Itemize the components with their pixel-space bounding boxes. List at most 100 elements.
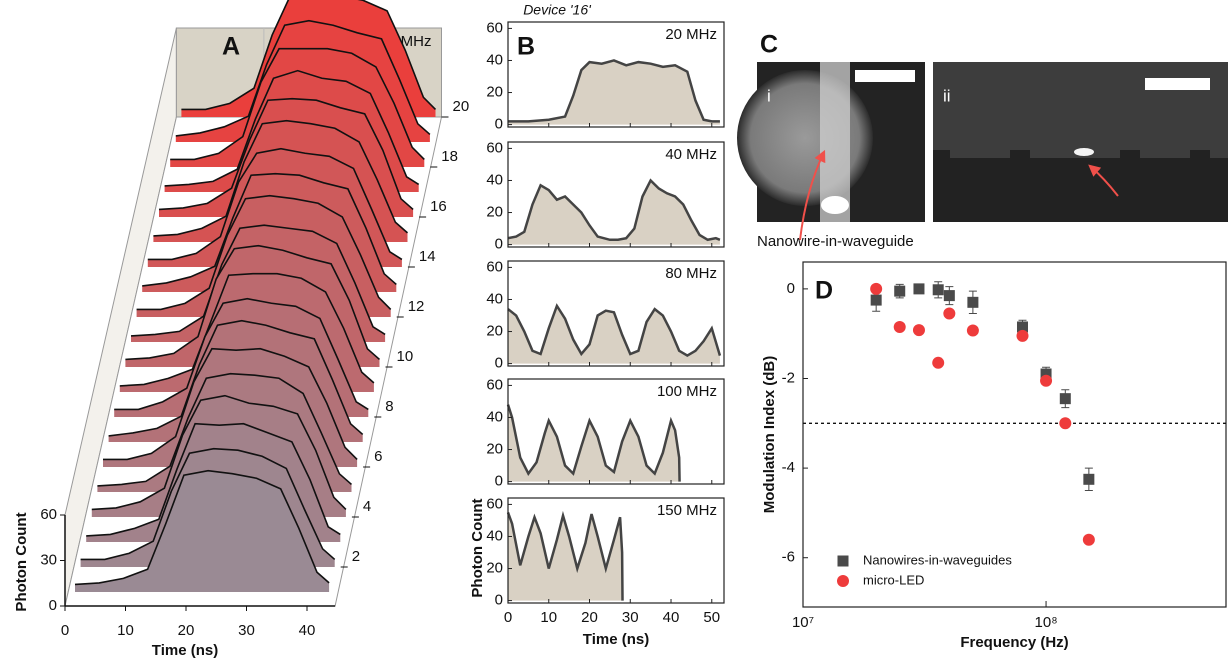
y-tick-label: -6 (782, 549, 795, 566)
trace-line (130, 224, 386, 337)
annotation: 80 MHz (665, 265, 717, 282)
x-tick-label: 10⁸ (1035, 614, 1058, 631)
trace-line (158, 97, 414, 211)
line (506, 404, 681, 482)
glow (737, 70, 873, 206)
annotation: 100 MHz (657, 383, 717, 400)
marker (943, 290, 955, 302)
y-tick-label: 60 (486, 376, 503, 393)
x-tick-label: 0 (61, 622, 69, 639)
z-tick-label: 20 (453, 98, 470, 115)
marker (967, 296, 979, 308)
x-tick-label: 20 (178, 622, 195, 639)
trace-line (74, 469, 330, 586)
scale-bar (1145, 78, 1210, 90)
x-axis-label: Time (ns) (583, 631, 649, 648)
y-tick-label: 60 (486, 258, 503, 275)
trace-line (170, 47, 425, 161)
y-tick-label: 60 (40, 506, 57, 523)
y-tick-label: 20 (486, 204, 503, 221)
marker (1082, 533, 1095, 546)
y-tick-label: 60 (486, 19, 503, 36)
y-tick-label: 40 (486, 408, 503, 425)
frame (507, 21, 725, 128)
z-tick-label: 14 (419, 248, 436, 265)
marker (893, 320, 906, 333)
legend-label: micro-LED (863, 572, 924, 587)
legend-marker (837, 575, 849, 587)
y-tick-label: 0 (495, 116, 503, 133)
line (507, 178, 721, 242)
y-tick-label: 20 (486, 441, 503, 458)
marker (932, 284, 944, 296)
trace-line (136, 194, 392, 311)
z-tick-label: 4 (363, 498, 371, 515)
panel-c: C i ii Nanowire-in-waveguide (737, 31, 1228, 250)
y-tick-label: 0 (49, 597, 57, 614)
y-tick-label: 0 (495, 236, 503, 253)
y-tick-label: 0 (495, 355, 503, 372)
trace-line (119, 272, 375, 387)
marker (966, 324, 979, 337)
z-tick-label: 10 (397, 348, 414, 365)
area (508, 512, 623, 601)
x-tick-label: 10 (540, 609, 557, 626)
marker (894, 285, 906, 297)
trace-line (86, 422, 341, 537)
panel-label: C (760, 31, 778, 59)
y-tick-label: 0 (495, 473, 503, 490)
annotation: 150 MHz (657, 502, 717, 519)
x-tick-label: 30 (238, 622, 255, 639)
trace-line (147, 147, 403, 261)
subtitle: Device '16' (523, 2, 592, 18)
scale-bar (855, 70, 915, 82)
frame (507, 141, 725, 248)
y-tick-label: 60 (486, 139, 503, 156)
trace-line (142, 172, 397, 287)
x-tick-label: 10 (117, 622, 134, 639)
panel-label: A (222, 33, 240, 61)
area (508, 305, 720, 364)
marker (912, 324, 925, 337)
z-tick-label: 8 (385, 398, 393, 415)
y-tick-label: 20 (486, 560, 503, 577)
marker (1083, 473, 1095, 485)
image-label: i (767, 86, 771, 105)
panel-label: B (517, 33, 535, 61)
y-tick-label: 40 (486, 51, 503, 68)
y-axis-label: Photon Count (469, 498, 486, 597)
z-tick-label: 16 (430, 198, 447, 215)
trace-line (97, 372, 353, 487)
frame (802, 261, 1227, 608)
trace-line (153, 119, 409, 237)
line (507, 303, 722, 358)
trace-line (175, 19, 431, 137)
z-tick-label: 12 (408, 298, 425, 315)
area (508, 180, 720, 245)
bright-spot (821, 196, 849, 214)
z-tick-label: 6 (374, 448, 382, 465)
line (508, 59, 720, 123)
marker (932, 356, 945, 369)
marker (870, 282, 883, 295)
trace-line (164, 69, 420, 187)
y-axis-label: Modulation Index (dB) (761, 356, 778, 513)
x-axis-label: Frequency (Hz) (960, 634, 1068, 651)
arrow (1088, 164, 1119, 197)
image-label: ii (943, 86, 951, 105)
x-tick-label: 40 (299, 622, 316, 639)
x-tick-label: 20 (581, 609, 598, 626)
y-tick-label: 30 (40, 551, 57, 568)
y-tick-label: 40 (486, 527, 503, 544)
x-tick-label: 10⁷ (792, 614, 814, 631)
marker (870, 294, 882, 306)
marker (943, 307, 956, 320)
waveguide (820, 62, 850, 222)
area (508, 60, 720, 125)
marker (1016, 321, 1028, 333)
y-axis-label: Photon Count (13, 512, 30, 611)
legend-label: Nanowires-in-waveguides (863, 552, 1012, 567)
bright-spot (1074, 148, 1094, 156)
trace-line (181, 0, 437, 111)
